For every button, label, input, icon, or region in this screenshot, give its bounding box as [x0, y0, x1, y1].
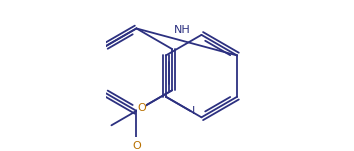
Text: NH: NH [173, 25, 190, 35]
Text: O: O [132, 141, 141, 151]
Text: I: I [192, 106, 195, 116]
Text: O: O [137, 103, 146, 113]
